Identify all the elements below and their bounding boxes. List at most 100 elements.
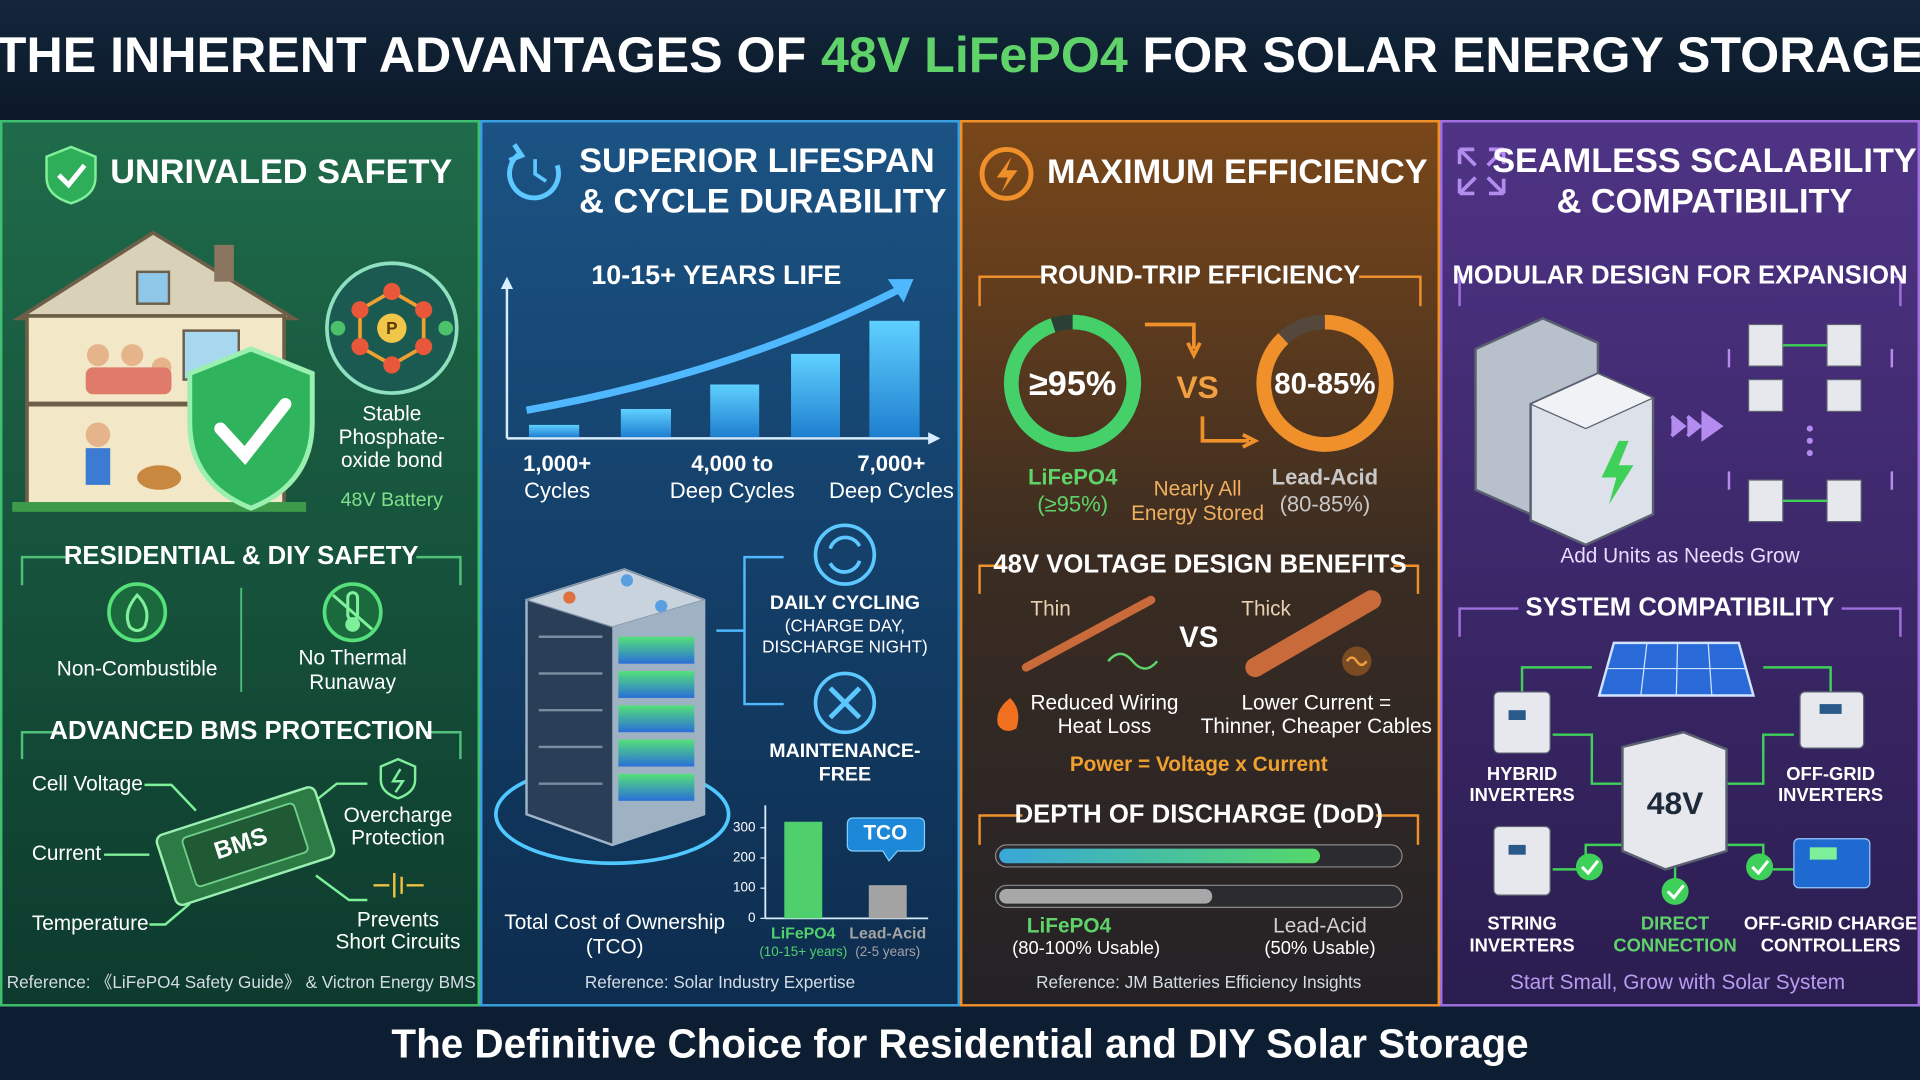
section-title: 48V VOLTAGE DESIGN BENEFITS (993, 551, 1406, 579)
compat-diagram-part (1809, 847, 1837, 860)
molecule-part (383, 282, 401, 300)
compat-diagram-part (1799, 691, 1865, 749)
compat-diagram-part (1666, 884, 1685, 900)
feature-icon (813, 523, 877, 586)
bms-connectors-part (144, 783, 197, 812)
tco-chart: 0 100 200 300 LiFePO4 (10-15+ years)Lead-Acid… (733, 805, 929, 959)
modular-batteries-part (1529, 372, 1655, 430)
cables-part (1345, 656, 1368, 667)
battery-stack-part (618, 739, 695, 767)
efficiency-gauges-part (1144, 322, 1260, 449)
title-highlight: 48V LiFePO4 (821, 27, 1128, 83)
compat-diagram-part (1493, 825, 1551, 896)
molecule-label: oxide bond (341, 449, 443, 472)
section-title: ROUND-TRIP EFFICIENCY (1040, 262, 1361, 290)
bms-chip (155, 786, 336, 907)
footer-bg (0, 1006, 1920, 1080)
battery-label: 48V Battery (341, 489, 444, 511)
bms-connectors-part (149, 902, 191, 926)
safety-shield-part (187, 346, 315, 511)
panel-title: & CYCLE DURABILITY (579, 182, 947, 220)
feature-icon (813, 671, 877, 735)
molecule-label: Phosphate- (339, 426, 445, 449)
feature-title: MAINTENANCE- (769, 740, 920, 762)
feature-title: DAILY CYCLING (770, 592, 920, 614)
safety-shield-part (214, 397, 292, 465)
cycle-label: Deep Cycles (829, 478, 954, 503)
cables-part (997, 697, 1019, 731)
molecule-label: Stable (362, 403, 421, 426)
tco-label: Total Cost of Ownership (504, 911, 725, 934)
compat-item: CONTROLLERS (1761, 934, 1901, 955)
safety-item: Non-Combustible (57, 657, 218, 680)
reference: Reference: JM Batteries Efficiency Insig… (1036, 972, 1361, 992)
modular-batteries-part (1747, 323, 1784, 367)
house-illustration-part (86, 344, 109, 367)
compat-diagram-part (1746, 853, 1774, 881)
modular-batteries-part (1806, 437, 1813, 444)
title-start: THE INHERENT ADVANTAGES OF (0, 27, 806, 83)
life-chart-part (710, 384, 760, 438)
vs-label: VS (1179, 621, 1218, 654)
molecule-part (351, 337, 369, 356)
overcharge-icon-part (390, 768, 406, 793)
gauge-label: Energy Stored (1131, 502, 1264, 525)
section-bracket (1458, 275, 1902, 307)
life-chart-part (528, 424, 580, 438)
house-illustration-part (135, 270, 171, 305)
bolt-icon (979, 146, 1034, 201)
life-chart-part (505, 281, 937, 440)
efficiency-gauges (1004, 314, 1394, 452)
cable-benefit: Heat Loss (1058, 715, 1152, 738)
gauge-value: ≥95% (1029, 365, 1116, 403)
compat-diagram-part (1508, 710, 1526, 720)
feature-note: (CHARGE DAY, (785, 615, 905, 635)
gauge-label: LiFePO4 (1028, 465, 1118, 490)
compat-diagram-part (1751, 859, 1770, 876)
feature-icon-part (813, 523, 877, 586)
modular-batteries-part (1826, 378, 1862, 413)
compat-item: INVERTERS (1778, 784, 1883, 805)
cycle-label: 4,000 to (691, 451, 773, 476)
modular-caption: Add Units as Needs Grow (1560, 545, 1800, 568)
bms-output: Protection (351, 826, 445, 849)
overcharge-icon-part (379, 757, 417, 800)
battery-stack-part (538, 635, 603, 785)
tco-bar (784, 821, 823, 919)
tco-y-tick-label: 0 (748, 910, 755, 925)
molecule-symbol: P (386, 318, 397, 338)
thermometer-icon-part (332, 593, 374, 631)
section-bracket (978, 564, 1420, 594)
section-bracket (978, 814, 1420, 845)
modular-batteries-part (1826, 323, 1862, 367)
cable-benefit: Thinner, Cheaper Cables (1201, 715, 1432, 738)
cable-label: Thick (1241, 597, 1291, 620)
overcharge-icon (379, 757, 417, 800)
molecule-part (415, 337, 433, 356)
reference: Reference: Solar Industry Expertise (585, 972, 855, 992)
compat-diagram-part (1661, 877, 1689, 905)
molecule-part (351, 301, 369, 319)
bolt-icon-part (996, 156, 1018, 193)
reference: Reference: 《LiFePO4 Safety Guide》 & Vict… (7, 972, 476, 992)
dod-label: LiFePO4 (1027, 914, 1112, 937)
tco-callout-bubble (846, 817, 926, 862)
battery-stack-part (618, 773, 695, 801)
dod-bars (994, 844, 1403, 908)
modular-batteries-part (1670, 410, 1724, 442)
battery-stack-part (620, 574, 634, 587)
footer: The Definitive Choice for Residential an… (391, 1021, 1528, 1067)
battery-stack-part (655, 600, 668, 613)
battery-stack-part (618, 705, 695, 733)
compat-diagram-part (1508, 844, 1526, 855)
house-illustration-part (85, 422, 111, 447)
compat-item: INVERTERS (1470, 934, 1575, 955)
bms-input: Cell Voltage (32, 772, 143, 795)
header-bg (0, 0, 1920, 120)
cycle-icon-part (507, 151, 561, 201)
section-title: MODULAR DESIGN FOR EXPANSION (1452, 262, 1907, 290)
compat-diagram-part (1493, 691, 1551, 754)
expand-icon (1457, 147, 1506, 196)
compat-item: OFF-GRID (1786, 763, 1875, 784)
